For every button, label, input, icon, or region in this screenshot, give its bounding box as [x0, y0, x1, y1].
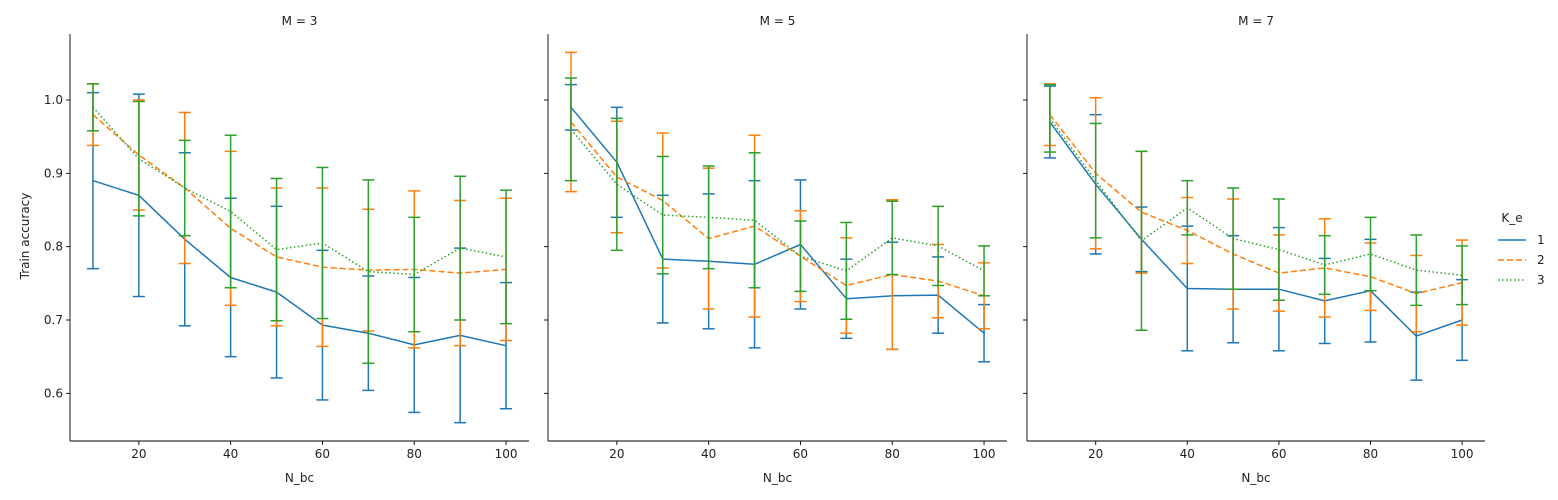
series-line [92, 114, 507, 274]
x-tick-label: 60 [315, 447, 330, 461]
x-tick-label: 80 [407, 447, 422, 461]
legend-entry-3: 3 [1498, 273, 1545, 287]
series-3 [86, 83, 513, 365]
legend-entries: 1 2 3 [1498, 233, 1545, 287]
legend-entry-1: 1 [1498, 233, 1545, 247]
y-axis-label: Train accuracy [18, 193, 32, 281]
legend-entry-2: 2 [1498, 253, 1545, 267]
facet-1: M = 3 0.6 0.7 0.8 0.9 1.0 20 40 60 80 100 N_bc [44, 14, 529, 485]
series-line [1049, 114, 1463, 295]
series-2 [1043, 83, 1469, 333]
x-axis-label: N_bc [1241, 471, 1270, 485]
legend: K_e 1 2 3 [1498, 211, 1545, 287]
facet-title: M = 3 [282, 14, 318, 28]
series-line [92, 179, 507, 347]
x-tick-label: 60 [1271, 447, 1286, 461]
x-tick-label: 40 [1180, 447, 1195, 461]
facet-title: M = 5 [760, 14, 796, 28]
series-line [570, 121, 985, 297]
y-tick-label: 1.0 [44, 93, 63, 107]
y-tick-label: 0.6 [44, 386, 63, 400]
x-tick-label: 40 [701, 447, 716, 461]
series-line [570, 128, 985, 272]
series-2 [564, 51, 991, 351]
legend-label: 1 [1537, 233, 1545, 247]
x-tick-label: 100 [1451, 447, 1474, 461]
x-axis-label: N_bc [763, 471, 792, 485]
x-tick-label: 80 [885, 447, 900, 461]
x-tick-label: 20 [609, 447, 624, 461]
series-line [1049, 121, 1463, 337]
series-3 [1043, 83, 1469, 332]
series-line [1049, 117, 1463, 277]
legend-title: K_e [1501, 211, 1522, 225]
x-tick-label: 60 [793, 447, 808, 461]
x-tick-label: 100 [973, 447, 996, 461]
legend-label: 3 [1537, 273, 1545, 287]
x-tick-label: 80 [1363, 447, 1378, 461]
series-3 [564, 77, 991, 321]
facet-2: M = 5 20 40 60 80 100 N_bc [544, 14, 1007, 485]
series-line [92, 106, 507, 276]
x-axis-label: N_bc [285, 471, 314, 485]
facet-3: M = 7 20 40 60 80 100 N_bc [1023, 14, 1485, 485]
series-line [570, 106, 985, 334]
legend-label: 2 [1537, 253, 1545, 267]
series-1 [1043, 85, 1469, 381]
series-1 [86, 91, 513, 424]
y-tick-label: 0.7 [44, 313, 63, 327]
x-tick-label: 20 [1088, 447, 1103, 461]
x-tick-label: 20 [131, 447, 146, 461]
y-tick-label: 0.8 [44, 240, 63, 254]
facet-title: M = 7 [1238, 14, 1274, 28]
y-tick-label: 0.9 [44, 166, 63, 180]
x-tick-label: 40 [223, 447, 238, 461]
series-1 [564, 83, 991, 363]
x-tick-label: 100 [495, 447, 518, 461]
